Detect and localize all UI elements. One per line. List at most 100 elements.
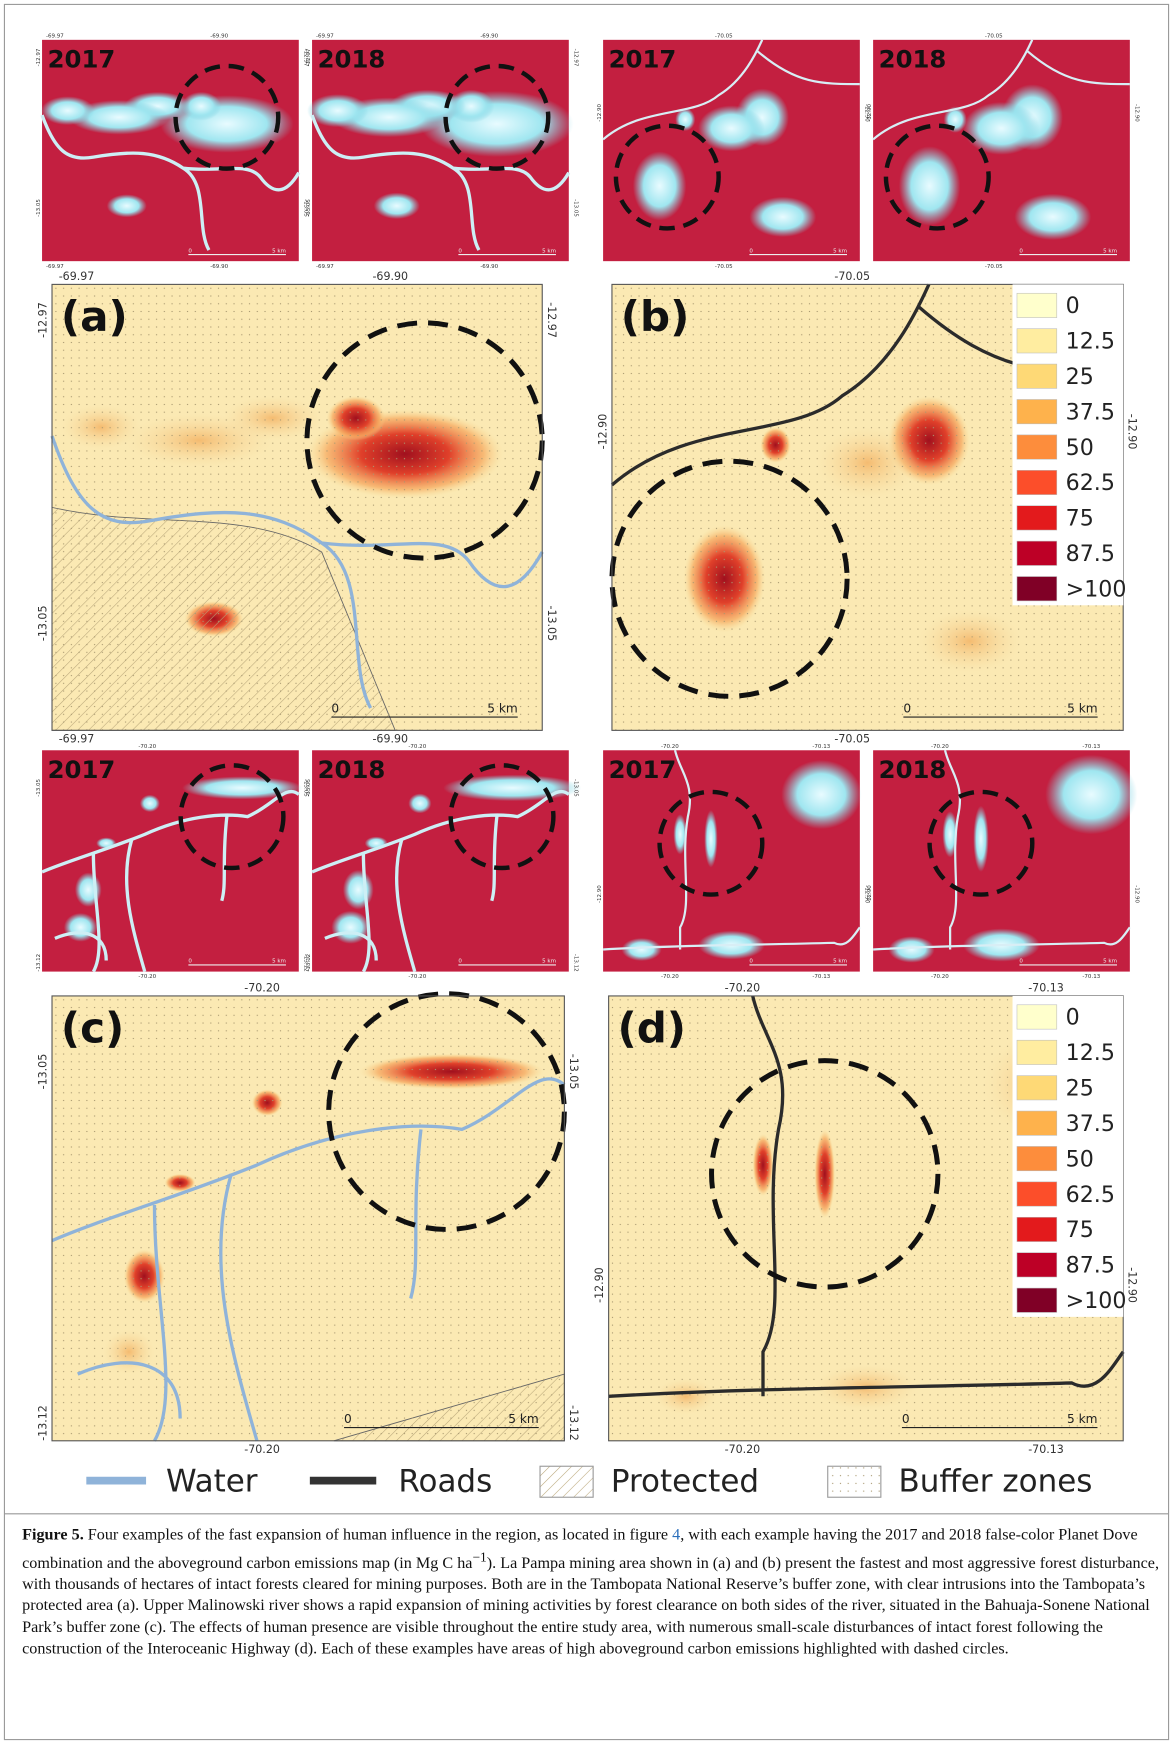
carbon-legend: 0 12.5 25 37.5 50 62.5 75 87.5 >100 [1012,284,1127,606]
thumbnail-lon-label: -69.90 [210,34,228,40]
thumbnail-river [41,789,300,973]
cleared-area [621,937,662,961]
scale-label: 0 [458,959,462,965]
legend-label: Water [166,1464,258,1500]
scale-label: 5 km [272,248,286,254]
highlight-circle [178,763,286,871]
thumbnail-lon-label: -70.20 [138,974,156,980]
panel-label: (d) [617,1003,686,1052]
legend-swatch [1016,1216,1058,1242]
thumbnail-lon-label: -70.20 [931,974,949,980]
thumbnail-lon-label: -70.05 [715,264,733,270]
thumbnail-lat-label: -13.12 [572,954,578,972]
cleared-area [41,96,95,126]
panel-label: (c) [61,1003,124,1052]
thumbnail-lat-label: -13.05 [36,779,42,797]
legend-swatch [1016,1287,1058,1313]
lat-label: -13.12 [36,1405,49,1441]
year-label: 2017 [609,755,677,784]
highlight-circle [883,123,991,231]
panel-label: (b) [621,292,690,341]
river [51,1077,566,1442]
scale-label: 5 km [833,248,847,254]
thumbnail-lat-label: -13.12 [302,954,308,972]
map-frame [51,283,543,731]
highlight-circle [927,789,1035,897]
scale-label: 5 km [1103,959,1117,965]
thumbnail-lat-label: -13.05 [36,199,42,217]
cleared-area [973,805,989,872]
highlight-circle [657,789,765,897]
scale-label: 0 [188,959,192,965]
lon-label: -69.97 [59,733,95,746]
thumbnail-lon-label: -69.97 [46,264,64,270]
legend-swatch [1016,292,1058,318]
year-label: 2018 [318,45,386,74]
year-label: 2017 [48,755,116,784]
legend-value: 25 [1066,364,1094,390]
year-label: 2018 [318,755,386,784]
thumbnail-lon-label: -69.97 [46,34,64,40]
lat-label: -13.05 [36,1054,49,1090]
buffer-swatch [827,1465,882,1498]
figure-frame [3,3,1170,1741]
scale-label: 0 [903,702,911,716]
cleared-area [781,760,862,830]
thumbnail-lon-label: -69.90 [480,34,498,40]
thumbnail: 2017 -70.20 -70.20 -70.13 -70.13 -12.90 -12.90… [597,744,869,980]
thumbnail: 2018 -70.05 -70.05 -12.90 -12.90 0 5 km [867,34,1139,270]
legend-value: 25 [1066,1076,1094,1102]
legend-value: 37.5 [1066,399,1115,425]
cleared-area [888,936,935,963]
cleared-area [63,912,98,942]
lat-label: -12.90 [596,414,609,450]
year-label: 2018 [879,755,947,784]
scale-label: 5 km [833,959,847,965]
legend-swatch [1016,1039,1058,1065]
thumbnail-lat-label: -13.05 [302,779,308,797]
scale-label: 5 km [542,959,556,965]
legend-swatch [1016,470,1058,495]
lat-label: -12.97 [545,302,558,338]
thumbnail-lon-label: -70.13 [812,744,830,750]
thumbnail-lat-label: -13.05 [572,779,578,797]
lon-label: -69.90 [372,270,408,283]
cleared-area [331,910,370,944]
scale-label: 0 [1019,248,1023,254]
scale-label: 0 [749,248,753,254]
legend-swatch [1016,399,1058,425]
thumbnail-lat-label: -13.05 [306,199,312,217]
thumbnail: 2017 -70.20 -70.20 -13.05 -13.05 -13.12 -13.12… [36,744,308,980]
cleared-area [139,794,160,813]
lon-label: -70.20 [725,1443,761,1456]
thumbnail-lat-label: -12.90 [867,885,873,903]
lon-label: -69.90 [372,733,408,746]
lon-label: -70.05 [834,270,870,283]
scale-label: 5 km [542,248,556,254]
legend-swatch [1016,576,1058,602]
carbon-map: (a) -69.97 -69.97 -69.90 -69.90 -12.97 -12.97 -… [36,270,557,746]
lat-label: -12.90 [1126,1267,1139,1303]
thumbnail-lat-label: -13.05 [306,779,312,797]
thumbnail-lat-label: -12.97 [572,49,578,67]
thumbnail-road [602,39,860,141]
cleared-area [698,105,765,152]
thumbnail-lon-label: -70.05 [985,264,1003,270]
legend-value: 50 [1066,1146,1094,1172]
carbon-map: (d)-70.20-70.20-70.13-70.13-12.90 -12.900… [593,982,1139,1456]
highlight-circle [173,63,281,171]
thumbnail-lat-label: -12.97 [306,48,312,66]
figure-link[interactable]: 4 [672,1526,681,1544]
highlight-circle [709,1058,941,1290]
lat-label: -12.97 [36,302,49,338]
legend-swatch [1016,1252,1058,1278]
thumbnail-lon-label: -69.90 [210,264,228,270]
caption-box: Figure 5. Four examples of the fast expa… [22,1526,1159,1658]
legend-swatch [1016,505,1058,531]
thumbnail-river [40,114,301,251]
thumbnail: 2018 -69.97 -69.97 -69.90 -69.90 -12.97 -12.97… [306,34,578,270]
thumbnail-lat-label: -12.90 [597,885,603,903]
legend-value: >100 [1066,576,1127,602]
